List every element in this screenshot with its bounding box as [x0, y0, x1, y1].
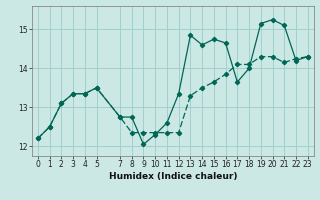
X-axis label: Humidex (Indice chaleur): Humidex (Indice chaleur) [108, 172, 237, 181]
